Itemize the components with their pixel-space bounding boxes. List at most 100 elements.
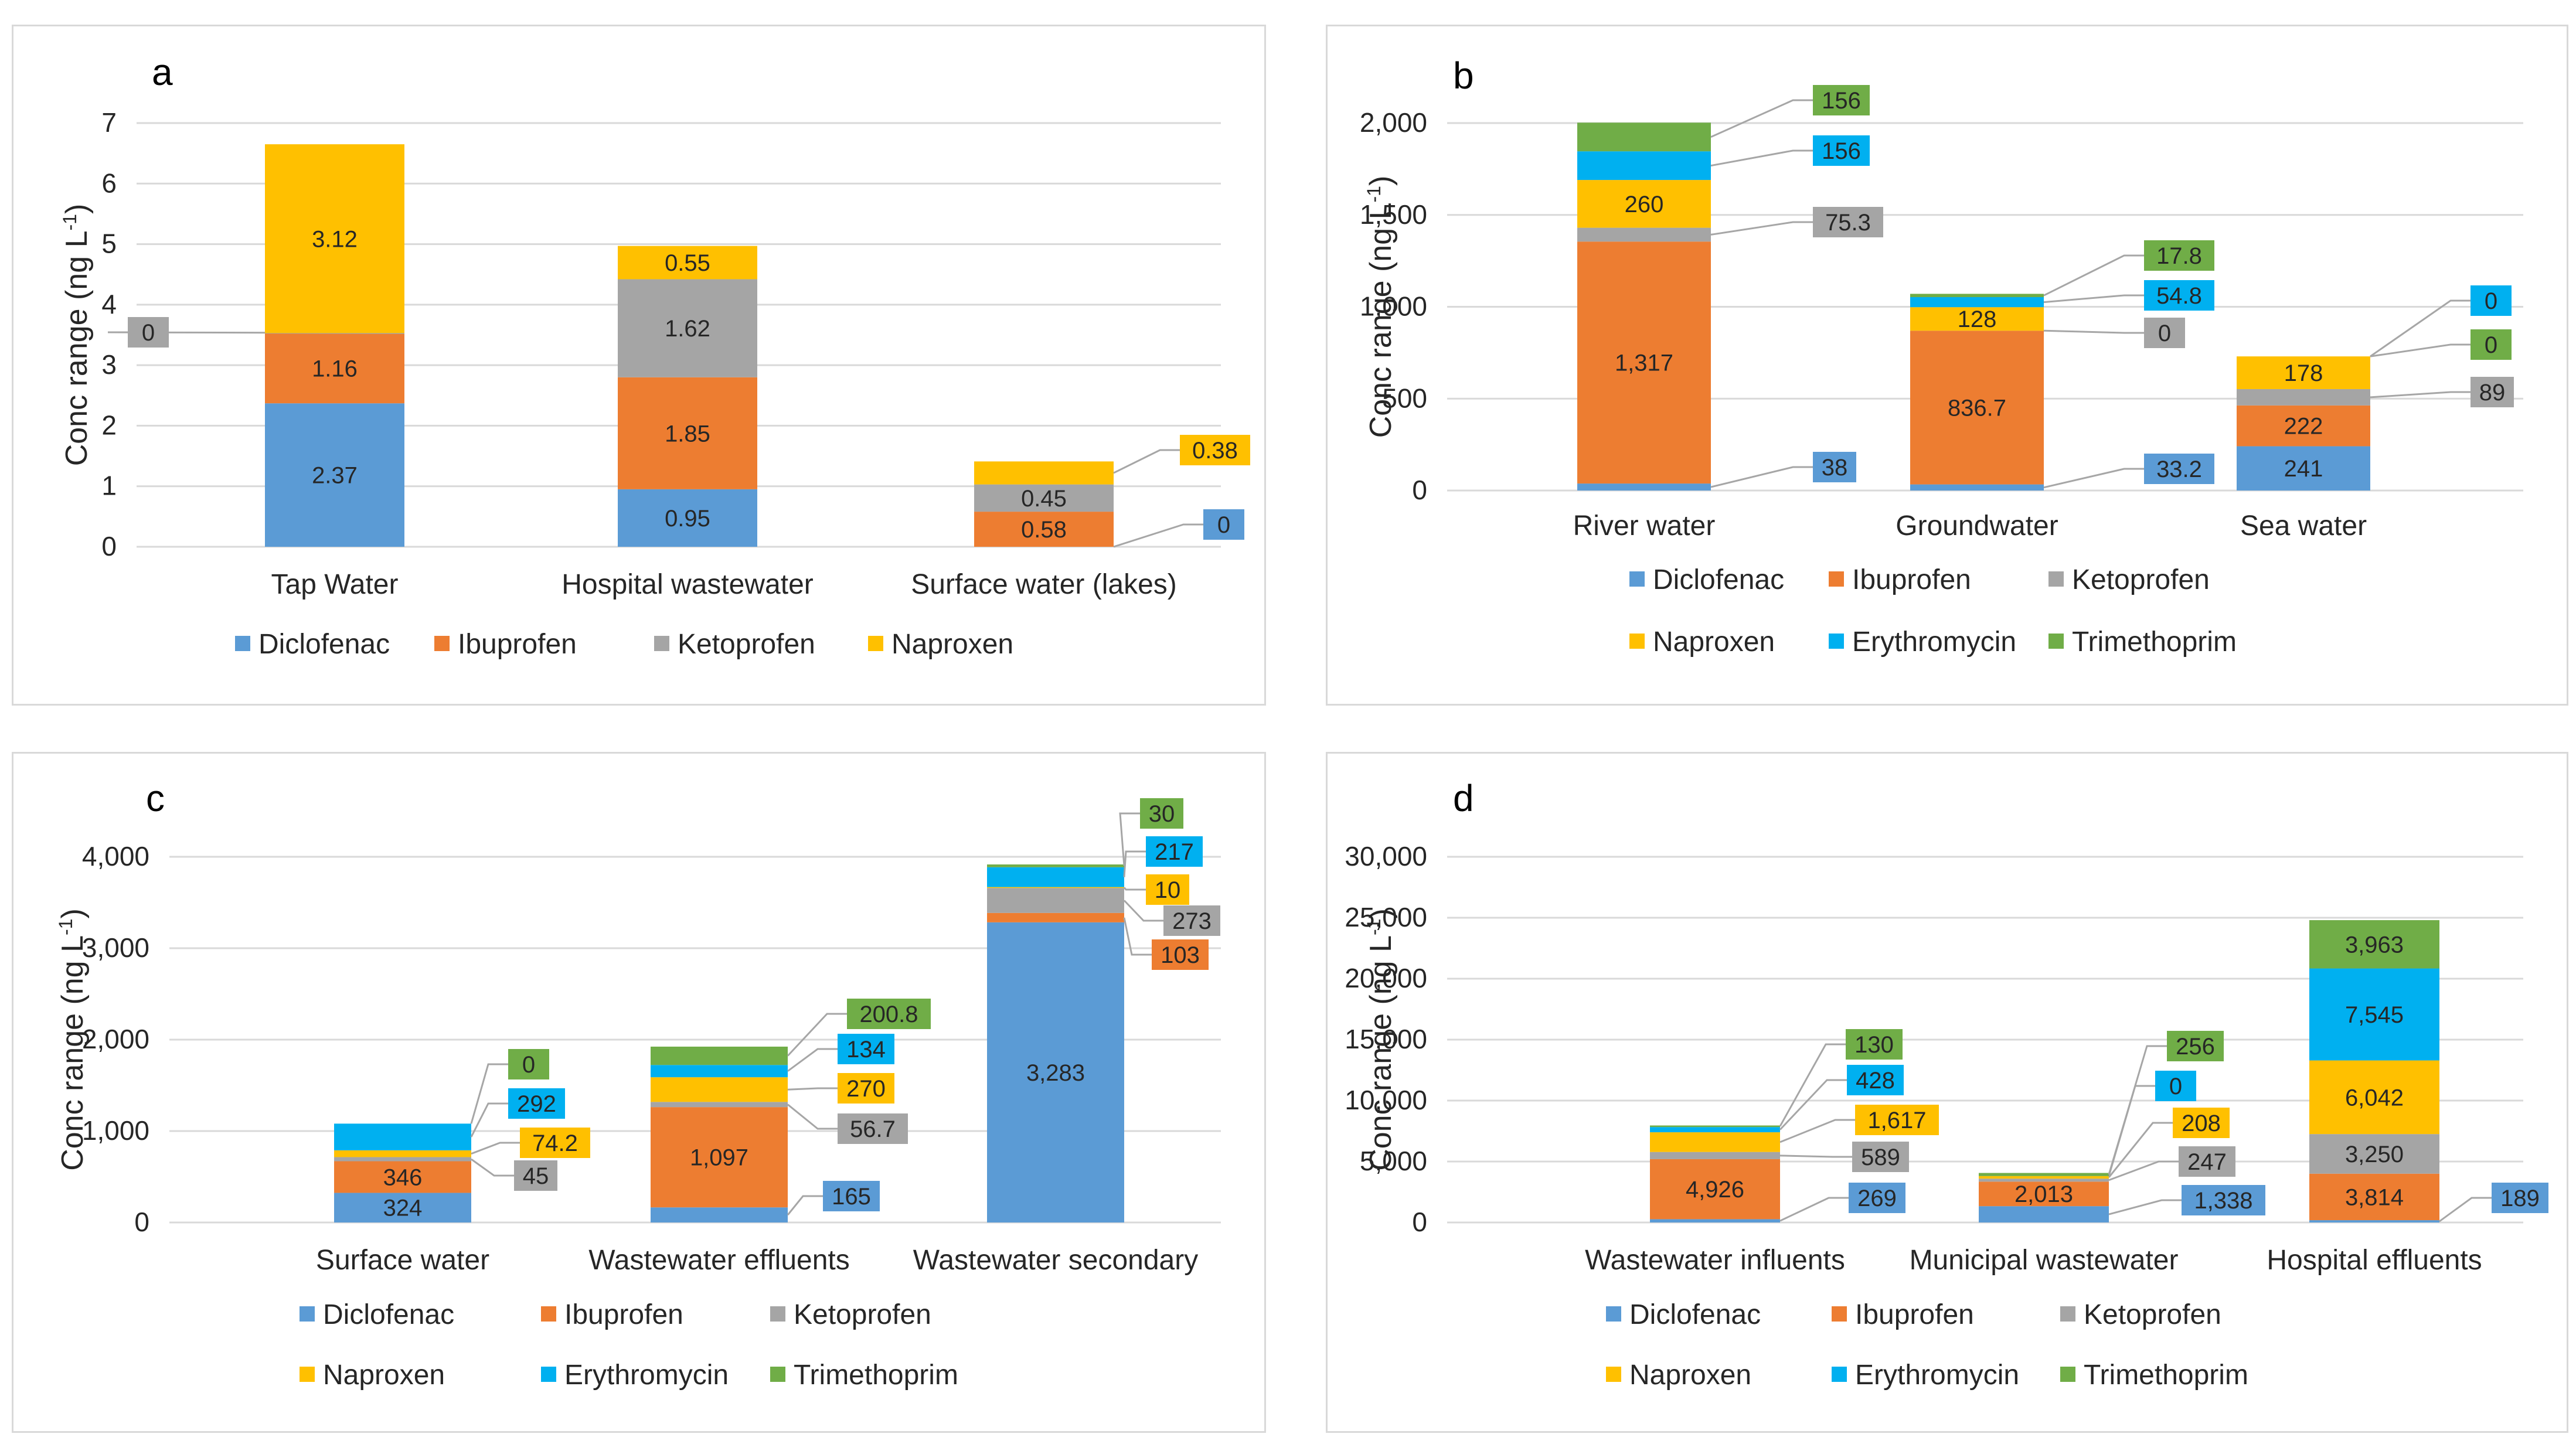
legend-swatch-c [770,1367,785,1382]
callout-label-c: 273 [1172,908,1212,934]
panel-letter-d: d [1453,777,1474,819]
callout-label-c: 292 [517,1091,556,1117]
legend-label-d: Trimethoprim [2084,1360,2248,1391]
callout-box-d [1852,1142,1909,1172]
y-axis-title-d: Conc range (ng L-1) [1363,908,1398,1171]
y-axis-title-close: ) [1364,908,1398,918]
bar-b-ketoprofen-0 [1577,227,1711,242]
legend-label-b: Erythromycin [1852,626,2016,658]
data-label-b: 260 [1625,192,1664,217]
bar-a-ibuprofen-2 [974,512,1114,547]
callout-label-d: 1,338 [2194,1188,2252,1214]
y-axis-title-close: ) [56,908,90,918]
panel-letter-a: a [152,51,173,93]
legend-label-d: Ibuprofen [1855,1299,1974,1330]
callout-leader-b [1710,99,1813,138]
legend-label-c: Naproxen [323,1360,445,1391]
data-label-c: 346 [383,1164,423,1190]
callout-leader-b [2043,468,2144,489]
bar-c-naproxen-2 [987,887,1124,888]
callout-box-b [1813,85,1870,115]
legend-swatch-b [2048,571,2064,587]
callout-leader-c [787,1013,847,1057]
callout-box-c [508,1049,549,1079]
callout-leader-c [471,1142,520,1155]
bar-c-naproxen-1 [651,1077,788,1102]
callout-label-d: 208 [2182,1111,2221,1136]
y-tick-label-a: 6 [101,168,117,198]
bar-d-ketoprofen-0 [1650,1152,1780,1159]
legend-swatch-d [1832,1367,1847,1382]
callout-leader-c [1123,900,1163,922]
callout-box-d [1855,1105,1939,1135]
bar-d-ibuprofen-2 [2309,1173,2439,1221]
bar-a-ibuprofen-1 [618,377,757,489]
category-label-a: Surface water (lakes) [911,569,1177,600]
callout-label-b: 0 [2485,288,2497,314]
callout-box-b [1813,452,1856,482]
y-axis-title-c: Conc range (ng L-1) [55,908,90,1171]
y-axis-title-superscript: -1 [59,214,80,230]
callout-box-c [1152,939,1209,970]
bar-d-naproxen-2 [2309,1060,2439,1135]
legend-swatch-c [541,1367,556,1382]
callout-leader-b [1710,466,1813,488]
callout-box-d [2179,1146,2235,1177]
callout-leader-a [1113,523,1203,548]
callout-box-d [2182,1185,2265,1215]
legend-swatch-a [235,636,250,651]
bar-b-erythromycin-1 [1910,297,2044,308]
bar-b-diclofenac-0 [1577,483,1711,491]
bar-c-erythromycin-2 [987,867,1124,887]
y-tick-label-a: 0 [101,531,117,561]
category-label-c: Surface water [316,1245,489,1276]
legend-label-b: Naproxen [1653,626,1775,658]
callout-leader-c [787,1048,838,1072]
callout-leader-d [2108,1199,2182,1215]
data-label-a: 0.55 [665,250,710,276]
y-axis-title-a: Conc range (ng L-1) [59,204,94,466]
bar-d-naproxen-0 [1650,1132,1780,1152]
y-axis-title-text: Conc range (ng L [1364,935,1398,1171]
data-label-b: 836.7 [1948,395,2006,421]
callout-box-d [1847,1065,1904,1095]
data-label-a: 1.16 [312,356,358,382]
y-axis-title-close: ) [60,204,94,214]
y-axis-title-text: Conc range (ng L [1364,202,1398,438]
callout-box-c [1146,836,1203,867]
callout-leader-d [1779,1154,1852,1158]
bar-a-naproxen-1 [618,246,757,280]
callout-leader-b [2370,299,2470,357]
data-label-a: 0.58 [1021,517,1067,543]
callout-label-a: 0 [142,320,155,346]
callout-box-c [1140,798,1183,829]
callout-label-c: 56.7 [850,1116,896,1142]
callout-label-c: 165 [832,1184,871,1210]
chart-panel-a: a 0 1 2 3 4 5 6 7 Conc range (ng L-1) 2.37 1.16 0 3.… [12,25,1266,706]
callout-label-b: 54.8 [2156,283,2202,309]
y-tick-label-b: 0 [1412,475,1427,505]
data-label-b: 222 [2284,414,2323,440]
callout-label-d: 247 [2187,1149,2227,1175]
callout-leader-c [470,1102,508,1138]
legend-label-b: Ketoprofen [2072,564,2210,595]
bar-b-erythromycin-0 [1577,151,1711,180]
callout-box-d [1849,1183,1905,1213]
data-label-c: 1,097 [690,1145,748,1171]
callout-box-c [514,1160,557,1191]
bar-b-diclofenac-2 [2237,446,2370,491]
bar-d-diclofenac-1 [1979,1206,2109,1222]
callout-box-d [2492,1183,2548,1213]
legend-swatch-d [2060,1306,2075,1322]
data-label-d: 3,814 [2345,1184,2404,1210]
y-tick-label-b: 1,000 [1360,291,1427,322]
legend-swatch-c [541,1306,556,1322]
callout-box-c [1163,905,1220,936]
legend-swatch-d [1832,1306,1847,1322]
callout-leader-c [787,1104,838,1130]
category-label-a: Hospital wastewater [562,569,814,600]
callout-box-c [838,1073,894,1104]
legend-swatch-b [1629,634,1645,649]
y-tick-label-d: 10,000 [1345,1085,1427,1115]
y-tick-label-d: 0 [1412,1207,1427,1237]
